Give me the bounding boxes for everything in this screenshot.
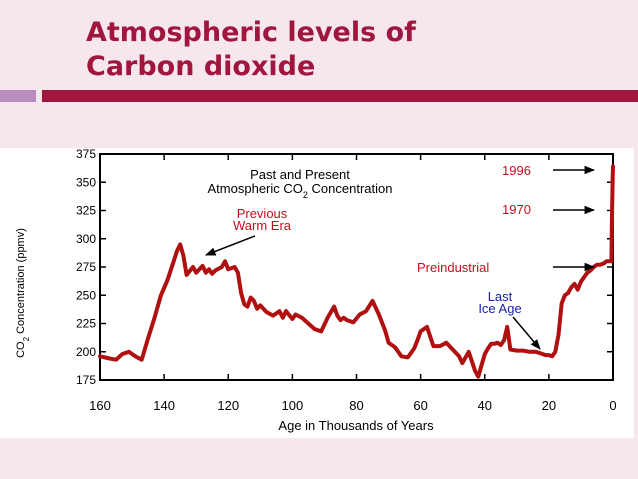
x-tick-label: 40 (478, 398, 492, 413)
chart-subtitle-subscript: 2 (303, 190, 308, 200)
y-tick-label: 300 (76, 232, 96, 246)
annotation-previous-warm-era: Previous Warm Era (205, 206, 292, 256)
y-axis-title-part-2: Concentration (ppmv) (15, 228, 27, 337)
y-tick-label: 275 (76, 260, 96, 274)
y-tick-label: 325 (76, 204, 96, 218)
x-tick-label: 120 (217, 398, 239, 413)
accent-strip (0, 90, 638, 102)
annotation-preindustrial-label: Preindustrial (417, 260, 489, 275)
chart-subtitle-part-1: Atmospheric CO (208, 181, 303, 196)
x-tick-label: 140 (153, 398, 175, 413)
y-tick-label: 175 (76, 373, 96, 387)
annotation-previous-warm-era-line-1: Previous (237, 206, 288, 221)
accent-bar-right (42, 90, 638, 102)
x-tick-label: 0 (609, 398, 616, 413)
x-tick-label: 100 (282, 398, 304, 413)
chart-title: Past and Present (250, 167, 350, 182)
slide-title-line-1: Atmospheric levels of (86, 17, 416, 48)
annotation-last-ice-age: Last Ice Age (478, 289, 541, 350)
chart-subtitle-part-2: Concentration (308, 181, 393, 196)
x-tick-label: 20 (542, 398, 556, 413)
x-tick-label: 60 (413, 398, 427, 413)
slide-title: Atmospheric levels of Carbon dioxide (86, 16, 416, 84)
y-tick-label: 350 (76, 175, 96, 189)
annotation-last-ice-age-line-1: Last (488, 289, 513, 304)
accent-bar-left (0, 90, 36, 102)
y-axis-title-part-1: CO (15, 341, 27, 358)
annotation-last-ice-age-line-2: Ice Age (478, 301, 521, 316)
chart-subtitle: Atmospheric CO2 Concentration (208, 181, 393, 200)
y-tick-label: 200 (76, 345, 96, 359)
annotation-last-ice-age-arrow (512, 316, 541, 350)
annotation-previous-warm-era-line-2: Warm Era (233, 218, 292, 233)
x-axis-title: Age in Thousands of Years (278, 418, 434, 433)
svg-text:CO2 Concentration (ppmv): CO2 Concentration (ppmv) (15, 228, 31, 358)
annotation-1996: 1996 (502, 163, 596, 178)
x-tick-label: 80 (349, 398, 363, 413)
annotation-previous-warm-era-arrow (205, 235, 256, 256)
x-axis-ticks: 160 140 120 100 80 60 40 20 0 (89, 154, 617, 413)
slide-title-line-2: Carbon dioxide (86, 51, 316, 82)
y-tick-label: 225 (76, 317, 96, 331)
chart-panel: CO2 Concentration (ppmv) 375 350 325 300 275… (0, 148, 634, 438)
co2-chart: CO2 Concentration (ppmv) 375350325300275… (15, 148, 617, 433)
y-axis-title: CO2 Concentration (ppmv) (15, 228, 31, 358)
y-tick-label: 250 (76, 288, 96, 302)
annotation-1996-label: 1996 (502, 163, 531, 178)
annotation-preindustrial: Preindustrial (417, 260, 596, 275)
x-tick-label: 160 (89, 398, 111, 413)
annotation-1970-label: 1970 (502, 202, 531, 217)
co2-series-line (98, 164, 615, 379)
annotation-1970: 1970 (502, 202, 596, 217)
y-axis-title-subscript: 2 (22, 336, 31, 341)
y-tick-label: 375 (76, 148, 96, 161)
